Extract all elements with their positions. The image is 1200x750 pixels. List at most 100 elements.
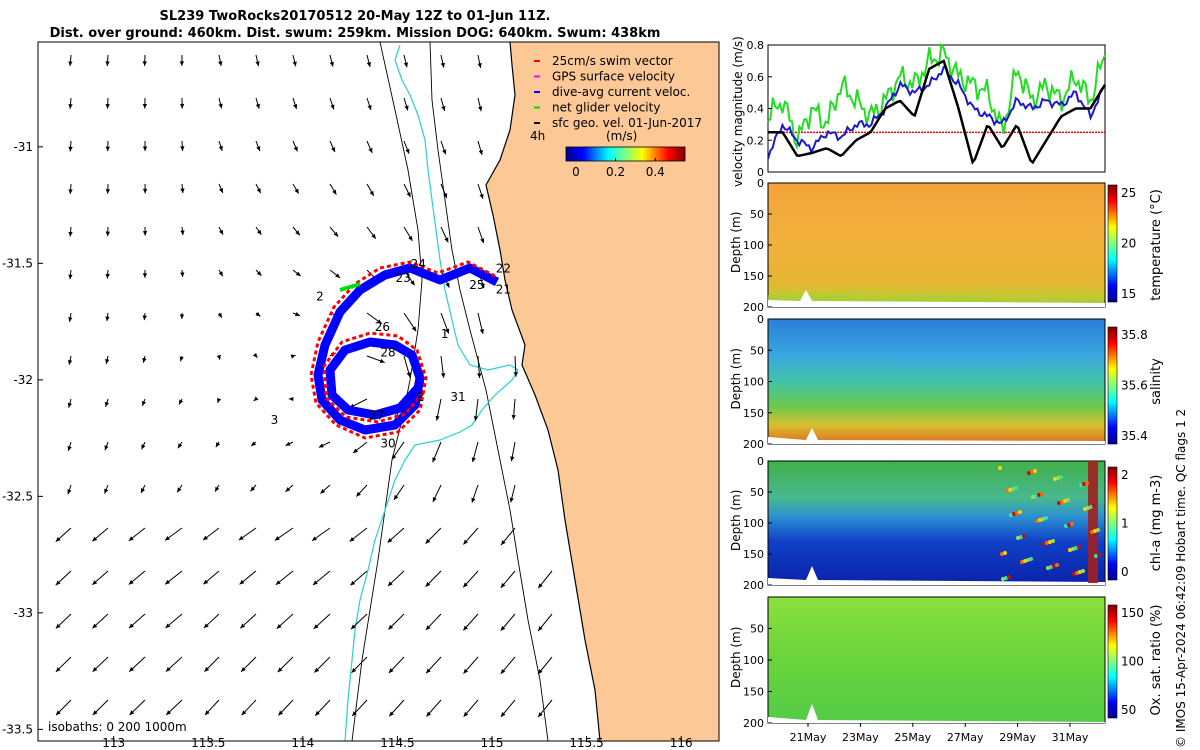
current-arrow-head: [68, 104, 73, 109]
colorbar-label: salinity: [1149, 358, 1164, 405]
current-arrow-head: [92, 580, 98, 585]
depth-ytick-label: 150: [743, 686, 764, 699]
scale-label: 4h: [530, 129, 545, 143]
isobath-200: [429, 42, 549, 741]
isobath-cyan: [344, 44, 519, 741]
current-arrow-head: [500, 582, 506, 588]
current-arrow-head: [477, 373, 482, 378]
current-arrow-head: [376, 319, 382, 324]
current-arrow-head: [320, 488, 326, 494]
day-label: 2: [416, 390, 424, 404]
depth-ytick-label: 150: [743, 407, 764, 420]
current-arrow-head: [105, 358, 110, 364]
date-tick-label: 27May: [947, 731, 984, 744]
current-vector-field: [55, 54, 553, 718]
swim-vector-track: [309, 260, 496, 440]
current-arrow-head: [295, 230, 300, 236]
current-arrow-head: [350, 580, 356, 586]
colorbar-label: chl-a (mg m-3): [1149, 475, 1164, 572]
current-arrow-head: [180, 230, 185, 236]
current-arrow-head: [55, 537, 61, 542]
current-arrow-head: [255, 311, 261, 317]
chla-dot: [1070, 522, 1074, 526]
current-arrow-head: [165, 579, 171, 585]
chla-dot: [1051, 539, 1055, 543]
day-label: 28: [380, 346, 395, 360]
current-arrow-head: [501, 540, 506, 546]
current-arrow-head: [312, 536, 317, 541]
chla-dot: [1096, 528, 1100, 532]
colorbar-tick-label: 1: [1121, 517, 1129, 531]
current-arrow-head: [218, 145, 223, 151]
current-arrow-head: [313, 624, 319, 629]
current-arrow-head: [406, 192, 411, 198]
current-arrow-head: [218, 61, 223, 66]
chla-dot: [1044, 516, 1048, 520]
current-arrow-head: [445, 282, 450, 288]
current-arrow-head: [315, 710, 320, 716]
current-arrow-head: [68, 61, 73, 67]
depth-ytick-label: 50: [750, 486, 764, 499]
current-arrow-head: [442, 149, 447, 155]
current-arrow-head: [425, 581, 431, 587]
depth-ytick-label: 150: [743, 270, 764, 283]
current-arrow-head: [510, 456, 515, 462]
colorbar-tick-label: 2: [1121, 468, 1129, 482]
current-arrow-head: [463, 539, 469, 545]
current-arrow-head: [256, 146, 261, 152]
current-arrow-head: [179, 103, 185, 109]
current-arrow-head: [432, 496, 437, 502]
footer-credit: © IMOS 15-Apr-2024 06:42:09 Hobart time.…: [1174, 408, 1188, 748]
current-arrow-head: [68, 274, 73, 280]
velocity-panel: 0 0.2 0.4 0.6 0.8 velocity magnitude (m/s): [731, 36, 1107, 187]
current-arrow-head: [405, 148, 410, 154]
day-label: 31: [450, 390, 465, 404]
current-arrow-head: [513, 372, 518, 377]
current-arrow-head: [440, 373, 446, 378]
depth-ytick-label: 200: [743, 438, 764, 451]
net-glider-velocity-mark: [339, 282, 361, 292]
current-arrow-head: [105, 316, 110, 322]
current-arrow-head: [180, 146, 185, 151]
chla-dot: [1022, 534, 1026, 538]
current-arrow-head: [538, 583, 543, 589]
current-arrow-head: [379, 358, 385, 363]
depth-ylabel: Depth (m): [729, 490, 743, 551]
current-arrow-head: [445, 328, 450, 334]
day-label: 1: [441, 327, 449, 341]
current-arrow-head: [68, 317, 73, 322]
chla-dot: [1092, 504, 1096, 508]
current-arrow-head: [256, 271, 262, 276]
day-label: 25: [469, 278, 484, 292]
day-label: 27: [369, 408, 384, 422]
current-arrow-head: [277, 667, 283, 673]
current-arrow-head: [204, 666, 210, 672]
current-arrow-head: [387, 537, 393, 543]
chla-profile-strip: [1088, 461, 1098, 583]
current-arrow-head: [331, 147, 336, 153]
depth-ytick-label: 50: [750, 344, 764, 357]
current-arrow-head: [68, 146, 73, 152]
current-arrow-head: [216, 354, 221, 360]
current-arrow-head: [55, 580, 61, 586]
figure-subtitle: Dist. over ground: 460km. Dist. swum: 25…: [49, 26, 661, 41]
current-arrow-head: [500, 625, 506, 631]
date-tick-label: 31May: [1052, 731, 1089, 744]
depth-ytick-label: 0: [757, 455, 764, 468]
current-arrow-head: [389, 711, 394, 717]
current-arrow-head: [285, 441, 291, 446]
current-arrow-head: [391, 454, 397, 460]
current-arrow-head: [67, 445, 72, 451]
date-tick-label: 29May: [999, 731, 1036, 744]
temperature-colorbar: [1107, 184, 1118, 303]
colorbar-tick-label: 100: [1121, 655, 1144, 669]
current-arrow-head: [473, 416, 479, 421]
current-arrow-head: [366, 62, 372, 67]
current-arrow-head: [128, 579, 134, 585]
velocity-ytick-label: 0.2: [747, 134, 765, 147]
coastline: [485, 42, 601, 741]
colorbar-tick-label: 35.8: [1121, 328, 1148, 342]
current-arrow-head: [179, 61, 185, 66]
current-arrow-head: [353, 448, 359, 454]
current-arrow-head: [538, 712, 543, 718]
